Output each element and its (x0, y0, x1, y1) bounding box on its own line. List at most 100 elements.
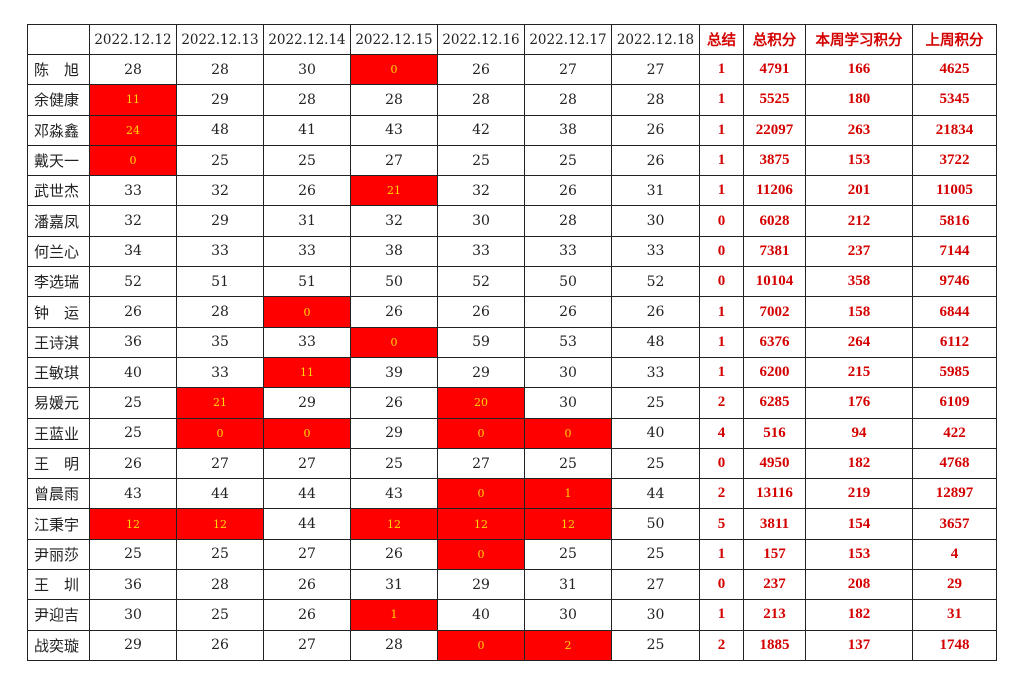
highlighted-day-cell: 20 (437, 387, 525, 419)
name-cell: 战奕璇 (27, 629, 90, 661)
table-row: 余健康 11 29 28 28 28 28 28 1 5525 180 5345 (27, 84, 997, 116)
total-cell: 3875 (743, 144, 806, 177)
day-cell: 28 (176, 569, 264, 601)
day-cell: 33 (437, 235, 525, 268)
table-row: 易媛元 25 21 29 26 20 30 25 2 6285 176 6109 (27, 387, 997, 419)
this-week-cell: 201 (805, 175, 913, 207)
day-cell: 38 (524, 114, 612, 146)
this-week-header: 本周学习积分 (805, 24, 913, 55)
day-cell: 30 (524, 356, 612, 389)
highlighted-day-cell: 0 (350, 53, 438, 86)
day-cell: 26 (89, 447, 177, 480)
day-cell: 25 (437, 144, 525, 177)
day-cell: 41 (263, 114, 351, 146)
day-cell: 31 (350, 569, 438, 601)
day-cell: 30 (437, 205, 525, 237)
day-cell: 25 (89, 538, 177, 571)
highlighted-day-cell: 0 (263, 417, 351, 449)
day-cell: 26 (524, 175, 612, 207)
highlighted-day-cell: 0 (176, 417, 264, 449)
day-cell: 52 (89, 266, 177, 298)
day-cell: 26 (350, 538, 438, 571)
day-cell: 31 (524, 569, 612, 601)
day-cell: 29 (437, 569, 525, 601)
day-cell: 30 (89, 599, 177, 631)
highlighted-day-cell: 12 (524, 508, 612, 540)
name-cell: 尹迎吉 (27, 599, 90, 631)
highlighted-day-cell: 21 (176, 387, 264, 419)
day-cell: 27 (611, 53, 700, 86)
highlighted-day-cell: 0 (437, 417, 525, 449)
day-cell: 27 (350, 144, 438, 177)
day-cell: 44 (263, 508, 351, 540)
highlighted-day-cell: 24 (89, 114, 177, 146)
day-cell: 28 (437, 84, 525, 116)
highlighted-day-cell: 11 (263, 356, 351, 389)
this-week-cell: 180 (805, 84, 913, 116)
day-cell: 33 (263, 326, 351, 358)
this-week-cell: 94 (805, 417, 913, 449)
last-week-cell: 3722 (912, 144, 997, 177)
table-row: 钟 运 26 28 0 26 26 26 26 1 7002 158 6844 (27, 296, 997, 328)
day-cell: 33 (89, 175, 177, 207)
total-header: 总积分 (743, 24, 806, 55)
table-row: 王蓝业 25 0 0 29 0 0 40 4 516 94 422 (27, 417, 997, 449)
highlighted-day-cell: 0 (350, 326, 438, 358)
highlighted-day-cell: 12 (350, 508, 438, 540)
highlighted-day-cell: 0 (437, 629, 525, 661)
total-cell: 1885 (743, 629, 806, 661)
table-row: 李选瑞 52 51 51 50 52 50 52 0 10104 358 9746 (27, 266, 997, 298)
table-row: 王诗淇 36 35 33 0 59 53 48 1 6376 264 6112 (27, 326, 997, 358)
day-cell: 25 (611, 447, 700, 480)
total-cell: 11206 (743, 175, 806, 207)
last-week-cell: 6844 (912, 296, 997, 328)
day-cell: 28 (524, 84, 612, 116)
name-cell: 曾晨雨 (27, 478, 90, 510)
name-cell: 尹丽莎 (27, 538, 90, 571)
day-cell: 26 (350, 387, 438, 419)
day-cell: 26 (263, 599, 351, 631)
name-cell: 钟 运 (27, 296, 90, 328)
day-cell: 29 (263, 387, 351, 419)
day-cell: 35 (176, 326, 264, 358)
summary-cell: 1 (699, 175, 744, 207)
day-cell: 40 (611, 417, 700, 449)
this-week-cell: 264 (805, 326, 913, 358)
last-week-cell: 9746 (912, 266, 997, 298)
day-cell: 44 (263, 478, 351, 510)
summary-cell: 1 (699, 599, 744, 631)
day-cell: 27 (611, 569, 700, 601)
day-cell: 50 (350, 266, 438, 298)
summary-cell: 4 (699, 417, 744, 449)
summary-cell: 0 (699, 447, 744, 480)
summary-cell: 1 (699, 296, 744, 328)
day-cell: 42 (437, 114, 525, 146)
summary-cell: 2 (699, 387, 744, 419)
day-cell: 36 (89, 326, 177, 358)
day-cell: 43 (89, 478, 177, 510)
day-cell: 33 (263, 235, 351, 268)
this-week-cell: 237 (805, 235, 913, 268)
day-cell: 26 (350, 296, 438, 328)
day-cell: 27 (263, 447, 351, 480)
day-cell: 40 (437, 599, 525, 631)
day-cell: 25 (263, 144, 351, 177)
day-cell: 33 (524, 235, 612, 268)
day-cell: 40 (89, 356, 177, 389)
table-row: 曾晨雨 43 44 44 43 0 1 44 2 13116 219 12897 (27, 478, 997, 510)
day-cell: 39 (350, 356, 438, 389)
summary-cell: 1 (699, 84, 744, 116)
last-week-cell: 4 (912, 538, 997, 571)
day-cell: 52 (611, 266, 700, 298)
day-cell: 27 (437, 447, 525, 480)
highlighted-day-cell: 11 (89, 84, 177, 116)
name-cell: 易媛元 (27, 387, 90, 419)
day-cell: 25 (611, 538, 700, 571)
summary-cell: 1 (699, 144, 744, 177)
day-cell: 26 (437, 53, 525, 86)
highlighted-day-cell: 12 (176, 508, 264, 540)
name-cell: 王 明 (27, 447, 90, 480)
day-cell: 32 (176, 175, 264, 207)
day-cell: 27 (524, 53, 612, 86)
table-row: 战奕璇 29 26 27 28 0 2 25 2 1885 137 1748 (27, 629, 997, 661)
